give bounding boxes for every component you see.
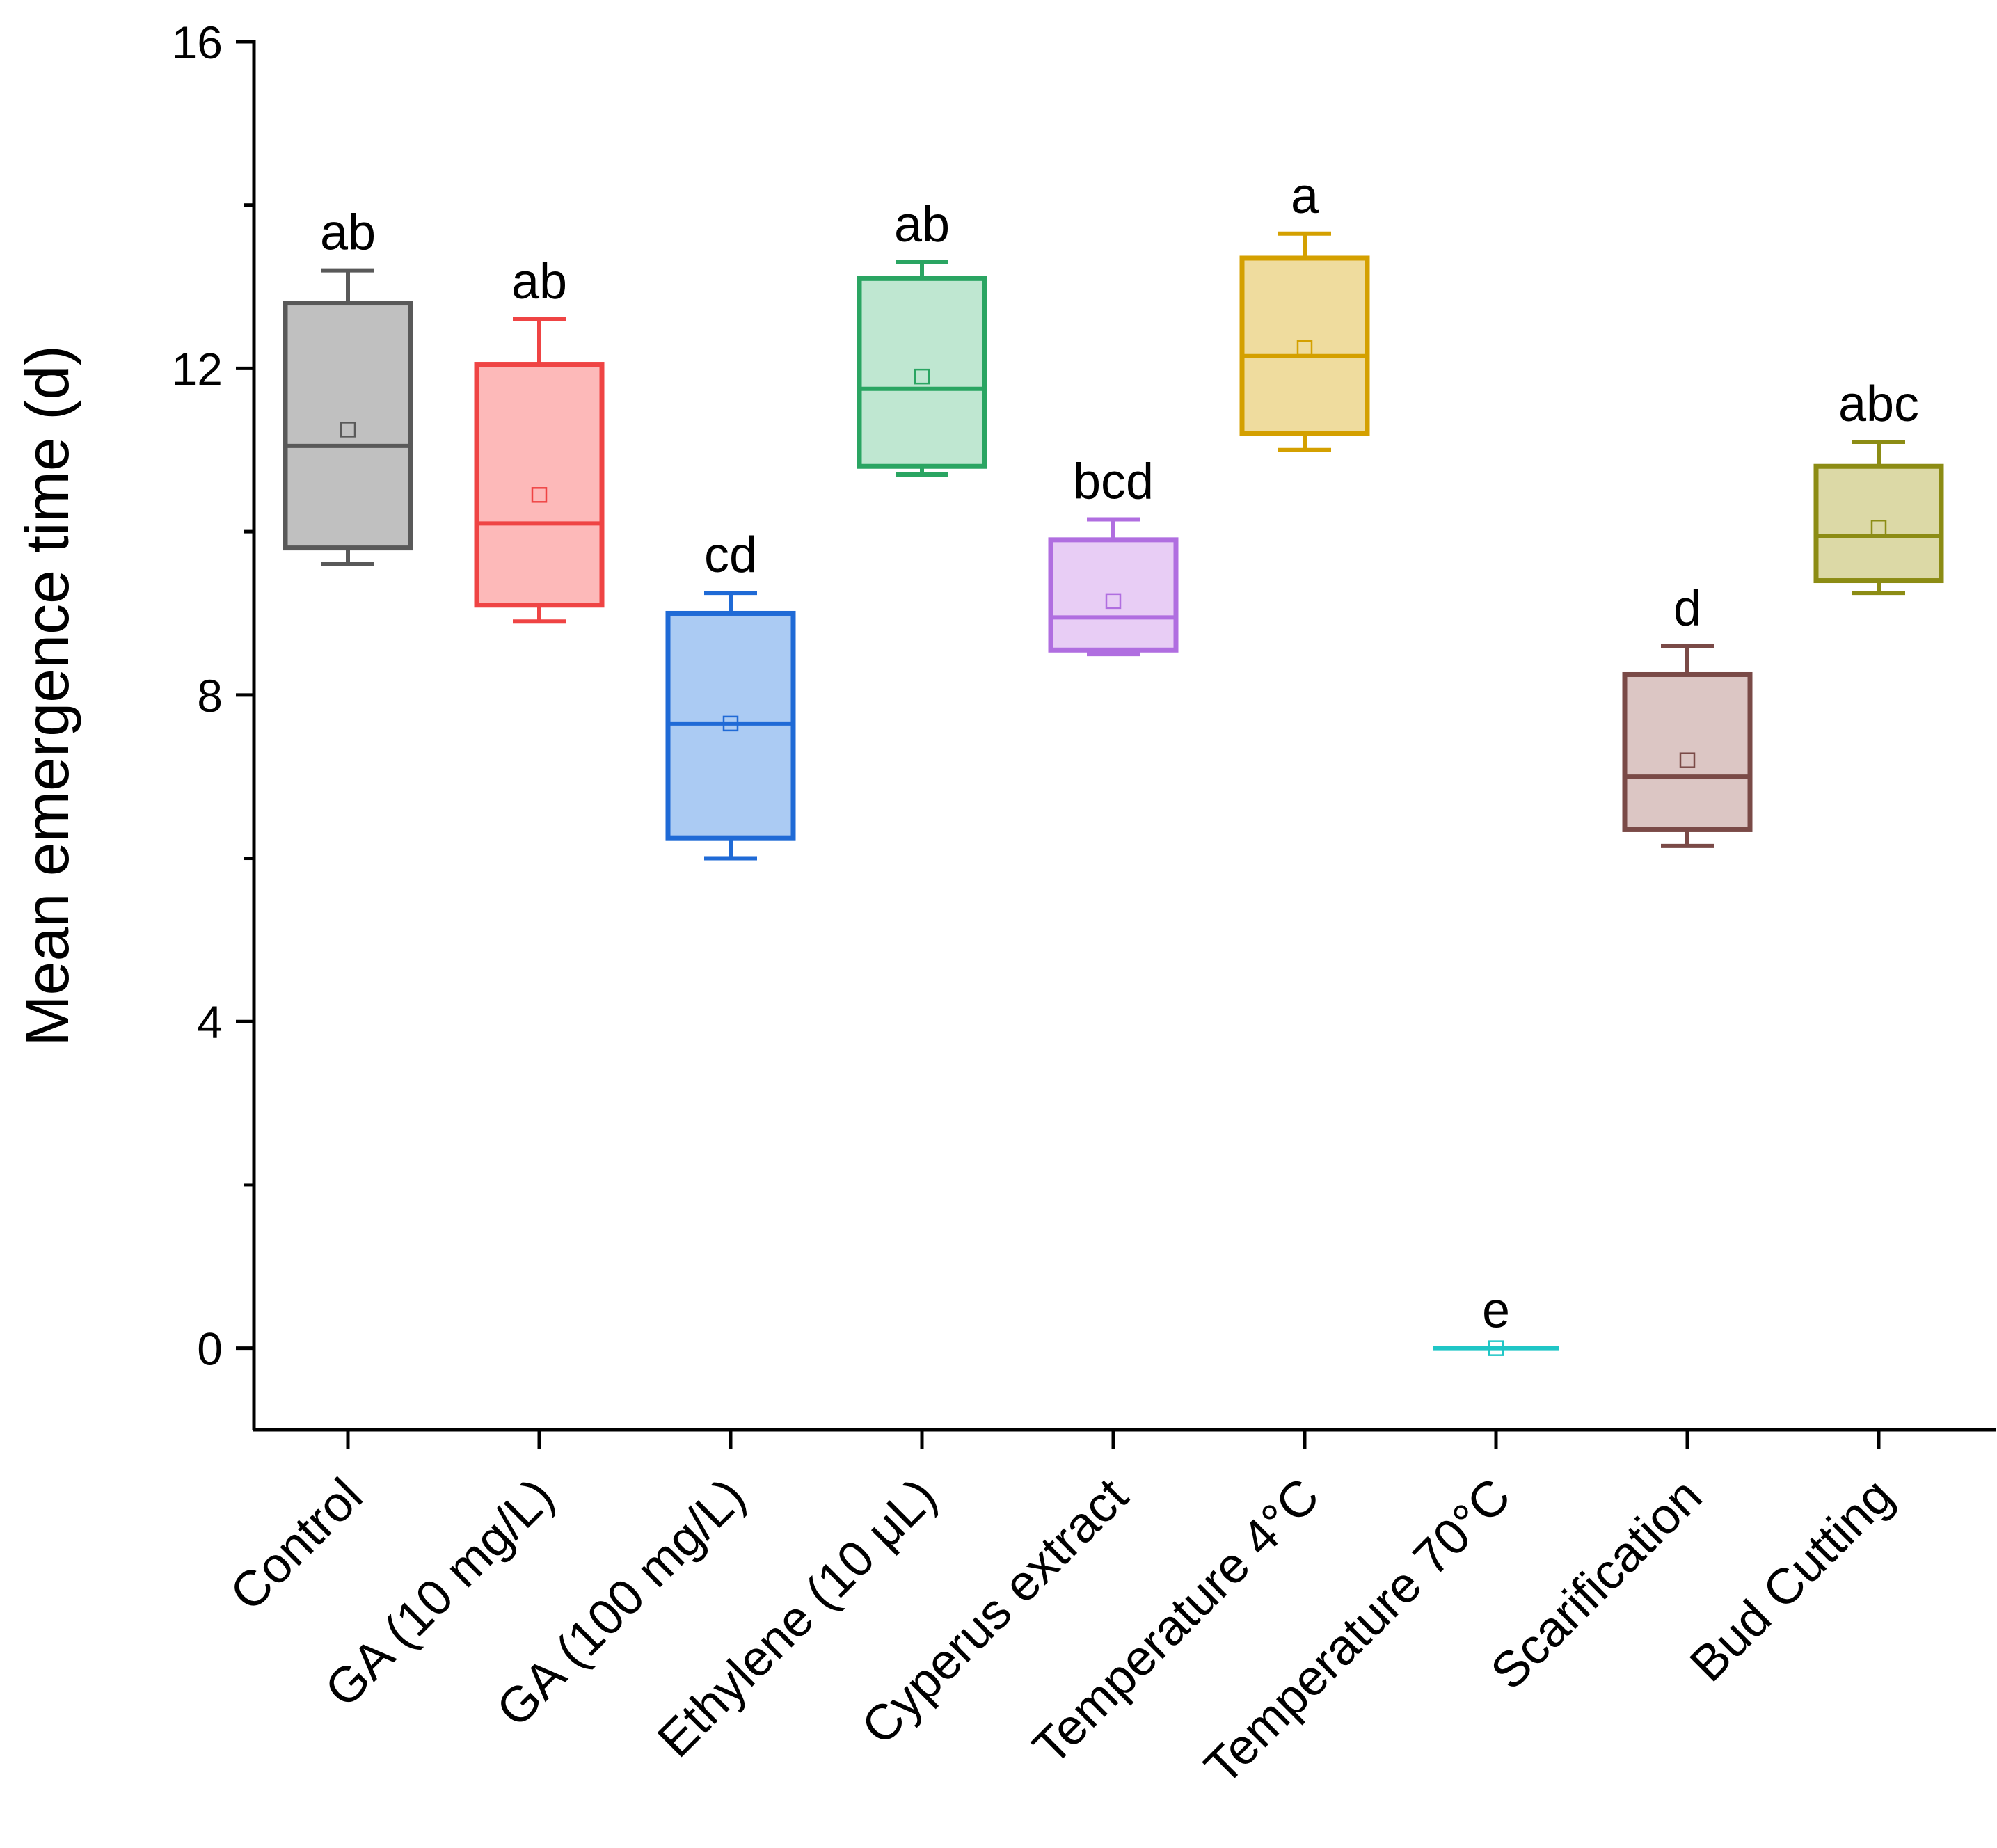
mean-marker bbox=[722, 715, 739, 732]
box-group: ab bbox=[283, 205, 413, 567]
mean-marker bbox=[1488, 1340, 1504, 1356]
significance-letter: ab bbox=[894, 197, 950, 253]
y-tick-label: 12 bbox=[172, 343, 223, 395]
box-group: cd bbox=[665, 527, 796, 861]
box-iqr bbox=[474, 362, 605, 608]
significance-letter: d bbox=[1673, 580, 1701, 636]
box-iqr bbox=[857, 276, 987, 469]
mean-marker bbox=[914, 368, 930, 385]
box-group: bcd bbox=[1048, 454, 1179, 657]
y-tick-label: 0 bbox=[197, 1323, 223, 1375]
x-tick-label: Bud Cutting bbox=[1680, 1468, 1904, 1693]
significance-letter: ab bbox=[511, 254, 567, 310]
significance-letter: abc bbox=[1838, 376, 1919, 432]
box-iqr bbox=[1239, 255, 1370, 436]
y-tick-label: 4 bbox=[197, 996, 223, 1048]
marks: ab ab cd ab bcd a e d abc bbox=[283, 168, 1944, 1356]
box-group: a bbox=[1239, 168, 1370, 452]
box-group: abc bbox=[1813, 376, 1944, 596]
y-tick-label: 16 bbox=[172, 17, 223, 68]
y-axis-title: Mean emergence time (d) bbox=[13, 345, 81, 1046]
significance-letter: a bbox=[1291, 168, 1319, 224]
x-tick-label: Control bbox=[220, 1468, 374, 1622]
significance-letter: bcd bbox=[1073, 454, 1154, 510]
significance-letter: cd bbox=[704, 527, 757, 583]
mean-marker bbox=[1296, 340, 1313, 356]
significance-letter: e bbox=[1482, 1283, 1510, 1339]
box-group: d bbox=[1622, 580, 1753, 848]
mean-marker bbox=[340, 422, 356, 438]
mean-marker bbox=[531, 487, 548, 503]
box-group: ab bbox=[857, 197, 987, 477]
mean-marker bbox=[1870, 520, 1887, 536]
mean-marker bbox=[1679, 752, 1696, 768]
significance-letter: ab bbox=[320, 205, 376, 261]
box-group: ab bbox=[474, 254, 605, 624]
y-tick-label: 8 bbox=[197, 670, 223, 722]
box-iqr bbox=[1813, 463, 1944, 584]
box-iqr bbox=[1622, 671, 1753, 832]
mean-marker bbox=[1105, 593, 1122, 610]
box-iqr bbox=[283, 301, 413, 551]
box-group: e bbox=[1433, 1283, 1559, 1356]
